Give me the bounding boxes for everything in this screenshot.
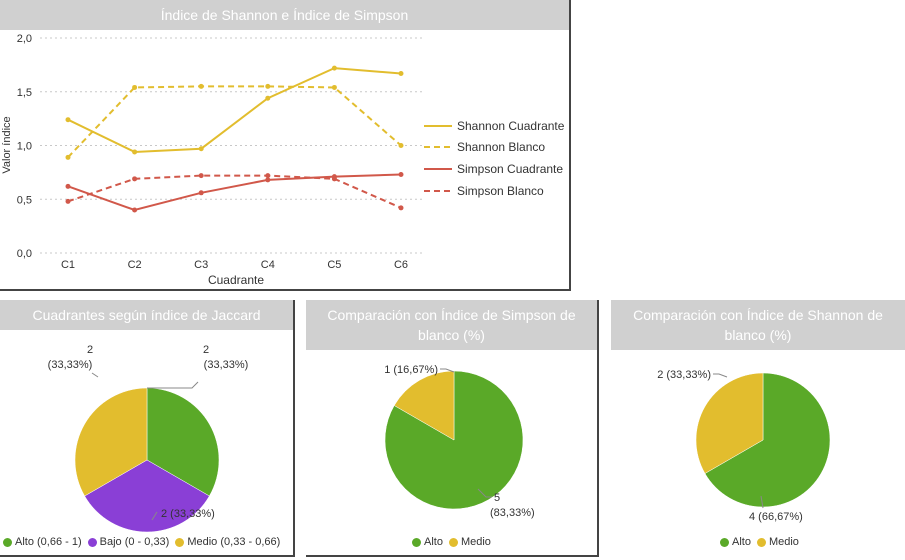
data-point [198, 83, 204, 89]
data-label-simpson-alto-count: 5 [494, 492, 500, 504]
x-tick-label: C4 [261, 259, 275, 271]
pie-slice-medio [695, 372, 764, 474]
shannon-legend: Alto Medio [714, 536, 799, 548]
legend-dot-shannon-medio [756, 537, 766, 547]
data-label-medio-percent: (33,33%) [48, 359, 93, 371]
data-label-shannon-medio: 2 (33,33%) [657, 369, 711, 381]
data-point [265, 95, 271, 101]
simpson-pie-title-line2: blanco (%) [418, 327, 485, 343]
data-label-simpson-medio: 1 (16,67%) [384, 364, 438, 376]
simpson-pie-chart: 1 (16,67%) 5 (83,33%) [384, 364, 535, 519]
data-point [331, 65, 337, 71]
legend-label-shannon-medio: Medio [768, 536, 799, 548]
data-label-bajo: 2 (33,33%) [161, 508, 215, 520]
legend-label-simpson-cuadrante: Simpson Cuadrante [457, 162, 563, 176]
data-point [331, 176, 337, 182]
data-point [65, 198, 71, 204]
simpson-pie-panel: Comparación con Índice de Simpson de bla… [306, 300, 599, 557]
jaccard-pie-chart: 2 (33,33%) 2 (33,33%) 2 (33,33%) [48, 344, 249, 533]
data-label-shannon-alto: 4 (66,67%) [749, 511, 803, 523]
simpson-pie-title: Comparación con Índice de Simpson de bla… [306, 300, 597, 350]
data-point [198, 146, 204, 152]
data-point [132, 207, 138, 213]
x-tick-label: C6 [394, 259, 408, 271]
leader-line-medio [91, 372, 99, 378]
legend-dot-simpson-medio [448, 537, 458, 547]
x-axis-label: Cuadrante [208, 273, 264, 287]
jaccard-pie-title: Cuadrantes según índice de Jaccard [0, 300, 293, 330]
data-point [398, 143, 404, 148]
y-axis-label: Valor índice [1, 116, 13, 173]
leader-line-alto [147, 381, 199, 389]
y-tick-label: 2,0 [17, 33, 32, 45]
data-label-alto-count: 2 [203, 344, 209, 356]
y-tick-label: 1,5 [17, 87, 32, 99]
y-tick-label: 0,5 [17, 194, 32, 206]
x-tick-label: C1 [61, 259, 75, 271]
line-chart-title: Índice de Shannon e Índice de Simpson [0, 0, 569, 30]
y-tick-label: 1,0 [17, 141, 32, 153]
legend-dot-medio [175, 537, 185, 547]
data-point [398, 70, 404, 76]
data-point [132, 149, 138, 155]
data-point [398, 172, 404, 178]
data-point [398, 205, 404, 211]
x-tick-label: C5 [327, 259, 341, 271]
legend-label-shannon-blanco: Shannon Blanco [457, 140, 545, 154]
data-point [65, 154, 71, 160]
legend-label-alto: Alto (0,66 - 1) [15, 536, 82, 548]
data-point [65, 117, 71, 123]
pie-slice-alto [704, 372, 831, 508]
leader-line-shannon-medio [713, 373, 728, 378]
series-line-shannon-blanco [67, 85, 402, 159]
series-line-simpson-blanco [67, 174, 402, 209]
data-point [132, 176, 138, 182]
simpson-pie-title-line1: Comparación con Índice de Simpson de [327, 307, 576, 323]
y-tick-label: 0,0 [17, 248, 32, 260]
legend-label-shannon-alto: Alto [732, 536, 751, 548]
shannon-pie-title-line2: blanco (%) [724, 327, 792, 343]
line-legend: Shannon Cuadrante Shannon Blanco Simpson… [424, 119, 565, 198]
shannon-pie-panel: Comparación con Índice de Shannon de bla… [611, 300, 905, 557]
data-point [65, 183, 71, 189]
leader-line-simpson-alto [477, 488, 492, 498]
series-line-shannon-cuadrante [67, 67, 402, 153]
x-tick-label: C2 [128, 259, 142, 271]
leader-line-shannon-alto [760, 495, 764, 509]
legend-label-simpson-alto: Alto [424, 536, 443, 548]
legend-label-bajo: Bajo (0 - 0,33) [99, 536, 170, 548]
legend-label-shannon-cuadrante: Shannon Cuadrante [457, 119, 565, 133]
line-chart: 2,0 1,5 1,0 0,5 0,0 C1 C2 C3 C4 C5 C6 Valor índic… [1, 33, 565, 287]
legend-label-simpson-medio: Medio [460, 536, 491, 548]
shannon-pie-title-line1: Comparación con Índice de Shannon de [633, 307, 883, 323]
simpson-legend: Alto Medio [406, 536, 491, 548]
legend-dot-shannon-alto [720, 537, 729, 547]
data-label-simpson-alto-percent: (83,33%) [490, 507, 535, 519]
data-point [265, 177, 271, 183]
legend-label-medio: Medio (0,33 - 0,66) [187, 536, 281, 548]
jaccard-legend: Alto (0,66 - 1) Bajo (0 - 0,33) Medio (0… [0, 536, 280, 548]
leader-line-bajo [151, 511, 158, 521]
line-chart-panel: Índice de Shannon e Índice de Simpson 2,… [0, 0, 571, 291]
series-line-simpson-cuadrante [67, 173, 402, 212]
shannon-pie-title: Comparación con Índice de Shannon de bla… [611, 300, 905, 350]
jaccard-pie-panel: Cuadrantes según índice de Jaccard 2 (33… [0, 300, 295, 557]
leader-line-simpson-medio [440, 368, 455, 373]
legend-label-simpson-blanco: Simpson Blanco [457, 184, 544, 198]
legend-dot-alto [3, 537, 12, 547]
data-point [198, 173, 204, 179]
pie-slice-alto [146, 387, 220, 497]
data-label-medio-count: 2 [87, 344, 93, 356]
data-point [132, 84, 138, 90]
data-point [331, 84, 337, 90]
shannon-pie-chart: 2 (33,33%) 4 (66,67%) [657, 369, 831, 523]
data-point [265, 173, 271, 179]
data-point [198, 190, 204, 196]
legend-dot-simpson-alto [412, 537, 421, 547]
data-point [265, 83, 271, 89]
data-label-alto-percent: (33,33%) [204, 359, 249, 371]
legend-dot-bajo [87, 537, 97, 547]
pie-slice-medio [74, 387, 148, 497]
x-tick-label: C3 [194, 259, 208, 271]
